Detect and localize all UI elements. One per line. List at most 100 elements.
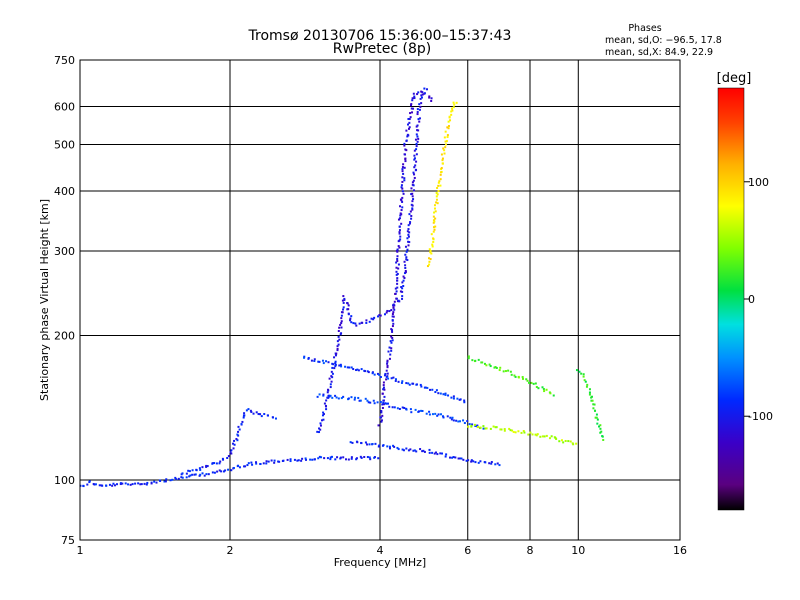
echo-point [351,441,354,444]
echo-point [520,431,523,434]
echo-point [330,375,333,378]
echo-point [436,193,439,196]
echo-point [383,374,386,377]
echo-point [429,388,432,391]
echo-point [405,258,408,261]
echo-point [191,473,194,476]
echo-point [342,306,345,309]
echo-point [562,441,565,444]
echo-point [230,452,233,455]
echo-point [444,393,447,396]
echo-point [322,418,325,421]
echo-point [429,250,432,253]
echo-point [383,388,386,391]
echo-point [447,120,450,123]
echo-point [555,437,558,440]
echo-point [403,276,406,279]
echo-point [93,483,96,486]
echo-point [443,152,446,155]
echo-point [198,467,201,470]
echo-point [158,479,161,482]
echo-point [427,257,430,260]
echo-point [366,456,369,459]
echo-point [417,91,420,94]
echo-point [340,311,343,314]
echo-point [470,460,473,463]
echo-point [494,463,497,466]
echo-point [586,383,589,386]
echo-point [255,411,258,414]
echo-point [350,315,353,318]
echo-point [419,97,422,100]
echo-point [457,420,460,423]
echo-point [328,377,331,380]
echo-point [379,400,382,403]
echo-point [442,416,445,419]
echo-point [219,460,222,463]
echo-point [395,297,398,300]
echo-point [477,358,480,361]
echo-point [396,282,399,285]
echo-point [318,360,321,363]
echo-point [467,357,470,360]
echo-point [392,322,395,325]
echo-point [257,413,260,416]
echo-point [396,272,399,275]
echo-point [313,359,316,362]
echo-point [199,473,202,476]
echo-point [388,310,391,313]
echo-point [588,391,591,394]
echo-point [400,381,403,384]
echo-point [488,462,491,465]
echo-point [431,245,434,248]
echo-point [401,190,404,193]
echo-point [240,423,243,426]
echo-point [420,94,423,97]
echo-point [372,318,375,321]
echo-point [363,456,366,459]
echo-point [393,445,396,448]
echo-point [449,456,452,459]
echo-point [409,221,412,224]
echo-point [391,315,394,318]
y-tick-label: 75 [61,534,75,547]
echo-point [432,215,435,218]
echo-point [349,441,352,444]
echo-point [411,111,414,114]
echo-point [334,354,337,357]
echo-point [396,446,399,449]
echo-point [216,470,219,473]
echo-point [318,393,321,396]
echo-point [393,308,396,311]
echo-point [428,260,431,263]
echo-point [187,469,190,472]
echo-point [211,471,214,474]
echo-point [431,243,434,246]
echo-point [467,425,470,428]
echo-point [319,422,322,425]
echo-point [439,184,442,187]
echo-point [386,359,389,362]
echo-point [343,298,346,301]
echo-point [329,394,332,397]
echo-point [408,383,411,386]
echo-point [514,375,517,378]
echo-point [396,279,399,282]
echo-point [396,248,399,251]
echo-point [392,315,395,318]
echo-point [411,97,414,100]
echo-point [408,126,411,129]
echo-point [386,445,389,448]
echo-point [432,219,435,222]
echo-point [338,338,341,341]
echo-point [227,468,230,471]
echo-point [426,386,429,389]
echo-point [387,402,390,405]
y-tick-label: 600 [54,101,75,114]
echo-point [435,389,438,392]
echo-point [412,107,415,110]
echo-point [415,125,418,128]
echo-point [277,460,280,463]
echo-point [235,437,238,440]
echo-point [401,380,404,383]
